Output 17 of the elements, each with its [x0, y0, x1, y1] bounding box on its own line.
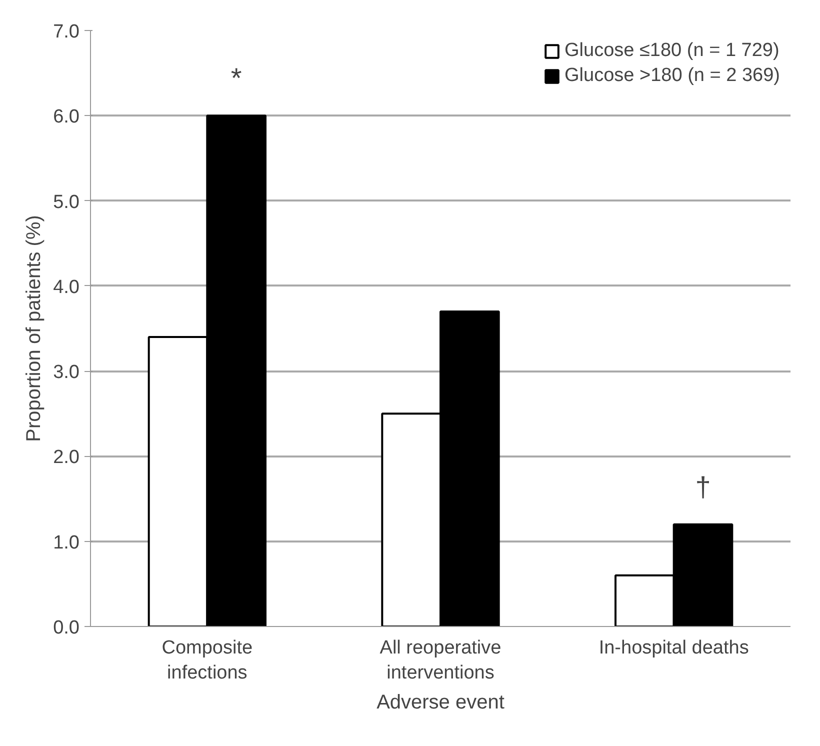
legend-label: Glucose >180 (n = 2 369) — [564, 65, 780, 87]
y-tick-label: 4.0 — [53, 276, 80, 298]
legend-label: Glucose ≤180 (n = 1 729) — [564, 40, 780, 62]
y-tick-label: 3.0 — [53, 362, 80, 384]
y-tick-label: 0.0 — [53, 618, 80, 638]
x-tick-label: In-hospital deaths — [598, 638, 749, 658]
x-axis-title: Adverse event — [376, 692, 505, 714]
x-tick-label: All reoperative interventions — [380, 638, 502, 684]
y-tick-label: 7.0 — [53, 22, 80, 42]
y-tick-label: 2.0 — [53, 447, 80, 468]
y-tick-label: 6.0 — [53, 106, 80, 128]
annotation: * — [230, 62, 242, 94]
y-axis-title: Proportion of patients (%) — [23, 215, 46, 442]
y-tick-label: 1.0 — [53, 532, 80, 554]
x-tick-label: Composite infections — [162, 638, 253, 684]
annotation: † — [695, 471, 711, 502]
y-tick-label: 5.0 — [53, 192, 80, 213]
